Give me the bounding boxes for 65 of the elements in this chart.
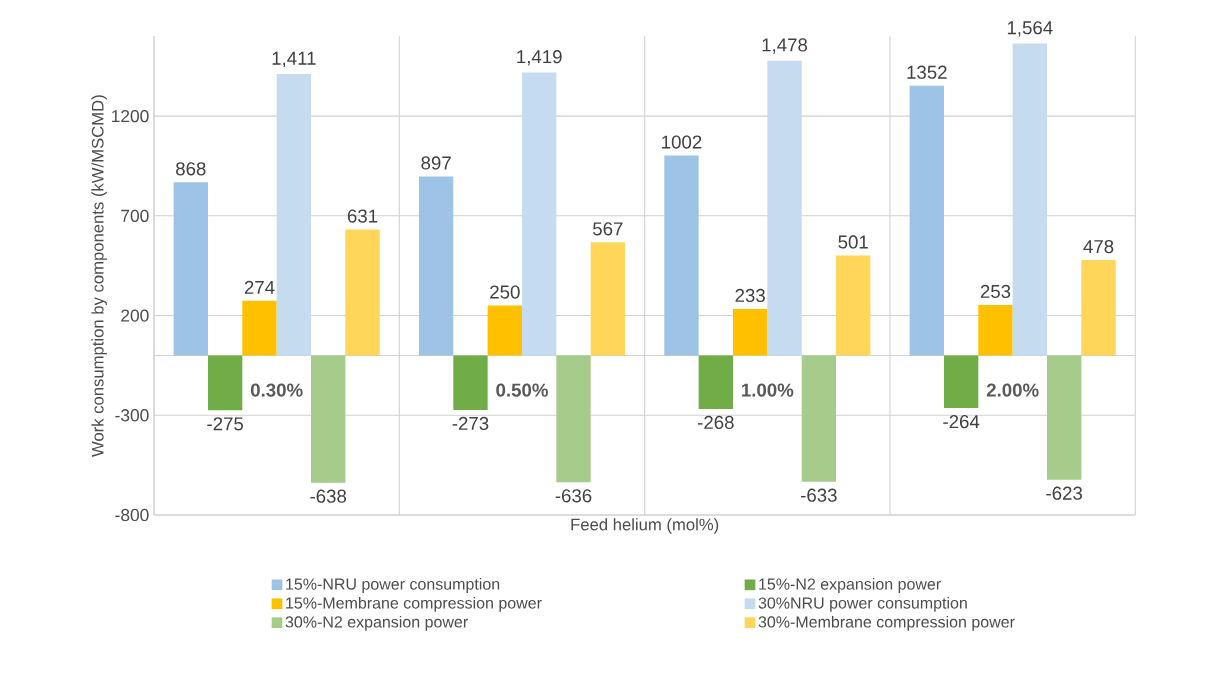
data-label: 1,419 (517, 50, 562, 66)
bar (836, 255, 871, 356)
y-tick-label: 700 (121, 209, 149, 222)
bar (732, 308, 768, 356)
data-label: 868 (176, 162, 206, 176)
data-label: 1,478 (762, 38, 808, 54)
data-label: -268 (697, 415, 734, 430)
bar (207, 355, 243, 411)
data-label: -636 (555, 489, 592, 503)
bar (1081, 260, 1116, 356)
data-label: -638 (310, 489, 347, 503)
bar (767, 60, 802, 356)
bar (453, 355, 488, 410)
bar (242, 300, 277, 356)
data-label: 253 (980, 284, 1011, 299)
bar (487, 305, 522, 356)
bar (276, 74, 312, 356)
legend-label: 30%-Membrane compression power (758, 615, 1015, 631)
bar (801, 355, 837, 482)
x-tick-label: 1.00% (742, 383, 794, 397)
legend-label: 15%-NRU power consumption (286, 578, 500, 593)
bar (345, 229, 380, 356)
data-label: -273 (452, 416, 489, 431)
data-label: 1002 (662, 135, 702, 149)
data-label: 274 (244, 280, 275, 294)
legend-label: 30%NRU power consumption (758, 596, 967, 612)
bar (943, 355, 979, 409)
bar (1012, 43, 1048, 356)
data-label: -623 (1046, 486, 1083, 500)
data-label: -264 (943, 415, 980, 429)
x-tick-label: 0.50% (496, 383, 548, 397)
bar (173, 182, 208, 356)
bar (522, 72, 557, 356)
bar (664, 155, 699, 356)
bar (418, 176, 454, 356)
data-label: -275 (207, 417, 244, 431)
bar (698, 355, 733, 409)
bar (311, 355, 346, 483)
data-label: 1352 (907, 65, 947, 79)
x-tick-label: 2.00% (986, 383, 1039, 397)
data-label: 501 (838, 235, 868, 249)
y-tick-label: 1200 (112, 109, 149, 123)
bar (1047, 355, 1082, 480)
y-axis-title: Work consumption by components (kW/MSCMD) (91, 95, 107, 457)
data-label: 1,411 (272, 51, 316, 68)
x-axis-title: Feed helium (mol%) (571, 518, 719, 534)
x-tick-label: 0.30% (250, 383, 303, 397)
data-label: 1,564 (1007, 21, 1053, 37)
legend-label: 15%-Membrane compression power (286, 596, 542, 612)
legend-label: 30%-N2 expansion power (285, 615, 468, 631)
data-label: 250 (490, 285, 520, 299)
data-label: 631 (347, 209, 378, 223)
data-label: 478 (1083, 239, 1114, 254)
y-tick-label: -800 (115, 508, 149, 522)
data-label: -633 (801, 488, 837, 502)
data-label: 567 (593, 222, 623, 236)
y-tick-label: 200 (121, 309, 149, 322)
bar (556, 355, 591, 483)
bar (978, 304, 1013, 356)
y-tick-label: -300 (115, 409, 149, 422)
data-label: 233 (735, 288, 765, 303)
bar (590, 242, 626, 356)
legend-label: 15%-N2 expansion power (759, 578, 941, 593)
bar (909, 85, 944, 356)
data-label: 897 (421, 156, 451, 170)
